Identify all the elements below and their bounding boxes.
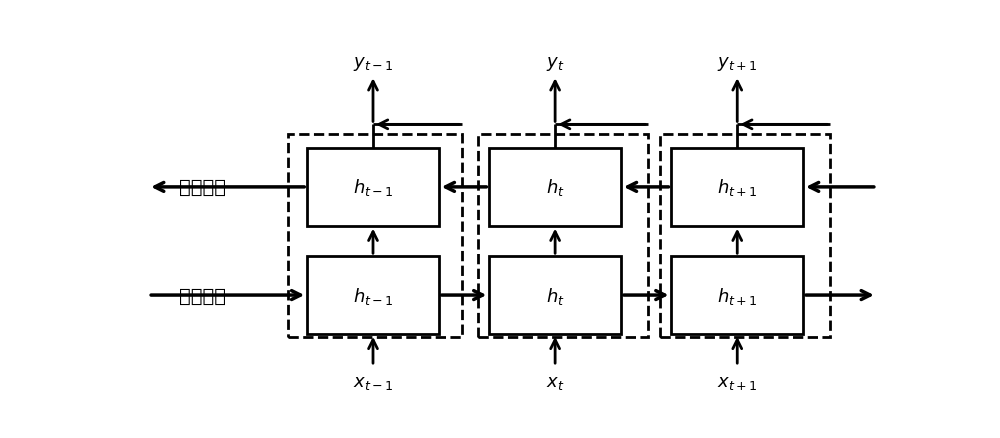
Bar — [288, 135, 462, 338]
Text: $x_t$: $x_t$ — [546, 373, 564, 391]
Text: $h_{t+1}$: $h_{t+1}$ — [717, 285, 758, 306]
Bar — [489, 257, 621, 334]
Text: $h_{t+1}$: $h_{t+1}$ — [717, 177, 758, 198]
Text: $y_{t+1}$: $y_{t+1}$ — [717, 55, 757, 73]
Text: $y_{t-1}$: $y_{t-1}$ — [353, 55, 393, 73]
Text: $x_{t+1}$: $x_{t+1}$ — [717, 373, 757, 391]
Bar — [671, 148, 803, 226]
Text: $h_{t-1}$: $h_{t-1}$ — [353, 285, 393, 306]
Text: $y_t$: $y_t$ — [546, 55, 564, 73]
Text: $x_{t-1}$: $x_{t-1}$ — [353, 373, 393, 391]
Text: 后向传播: 后向传播 — [179, 178, 226, 197]
Text: $h_t$: $h_t$ — [546, 177, 565, 198]
Bar — [307, 257, 439, 334]
Text: $h_t$: $h_t$ — [546, 285, 565, 306]
Bar — [307, 148, 439, 226]
Bar — [489, 148, 621, 226]
Bar — [478, 135, 648, 338]
Bar — [660, 135, 830, 338]
Text: 前向传播: 前向传播 — [179, 286, 226, 305]
Bar — [671, 257, 803, 334]
Text: $h_{t-1}$: $h_{t-1}$ — [353, 177, 393, 198]
